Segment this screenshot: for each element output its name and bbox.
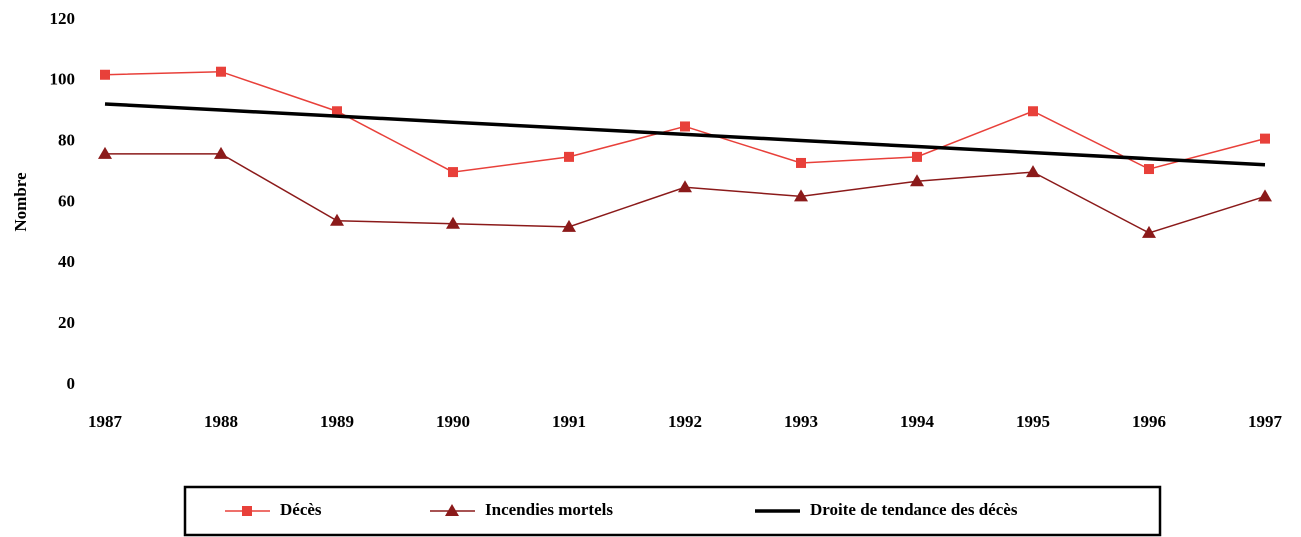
legend-label: Incendies mortels xyxy=(485,500,613,519)
marker xyxy=(1026,165,1040,178)
marker xyxy=(562,219,576,232)
y-tick-label: 120 xyxy=(50,9,76,28)
y-tick-label: 0 xyxy=(67,374,76,393)
y-tick-label: 20 xyxy=(58,313,75,332)
marker xyxy=(912,151,922,162)
marker xyxy=(680,121,690,132)
marker xyxy=(794,189,808,202)
marker xyxy=(564,151,574,162)
legend-label: Décès xyxy=(280,500,322,519)
series-line xyxy=(104,102,1266,167)
x-tick-label: 1995 xyxy=(1016,412,1050,431)
legend-box xyxy=(183,485,1162,537)
marker xyxy=(1258,189,1272,202)
x-tick-label: 1994 xyxy=(900,412,935,431)
series-line xyxy=(105,153,1266,234)
x-tick-label: 1990 xyxy=(436,412,470,431)
marker xyxy=(910,174,924,187)
marker xyxy=(796,157,806,168)
x-tick-label: 1988 xyxy=(204,412,238,431)
marker xyxy=(100,69,110,80)
x-tick-label: 1996 xyxy=(1132,412,1166,431)
marker xyxy=(332,106,342,117)
marker xyxy=(678,180,692,193)
marker xyxy=(448,167,458,178)
x-tick-label: 1991 xyxy=(552,412,586,431)
marker xyxy=(242,506,252,516)
marker xyxy=(330,213,344,226)
x-tick-label: 1993 xyxy=(784,412,818,431)
x-tick-label: 1989 xyxy=(320,412,354,431)
y-tick-label: 100 xyxy=(50,70,76,89)
marker xyxy=(216,66,226,77)
x-tick-label: 1987 xyxy=(88,412,123,431)
marker xyxy=(214,146,228,159)
x-tick-label: 1997 xyxy=(1248,412,1283,431)
marker xyxy=(1028,106,1038,117)
legend-label: Droite de tendance des décès xyxy=(810,500,1018,519)
marker xyxy=(98,146,112,159)
y-axis-label: Nombre xyxy=(11,172,30,232)
x-tick-label: 1992 xyxy=(668,412,702,431)
marker xyxy=(1260,133,1270,144)
y-tick-label: 40 xyxy=(58,252,75,271)
y-tick-label: 60 xyxy=(58,191,75,210)
marker xyxy=(1142,225,1156,238)
y-tick-label: 80 xyxy=(58,131,75,150)
marker xyxy=(1144,164,1154,175)
marker xyxy=(445,504,459,516)
marker xyxy=(446,216,460,229)
